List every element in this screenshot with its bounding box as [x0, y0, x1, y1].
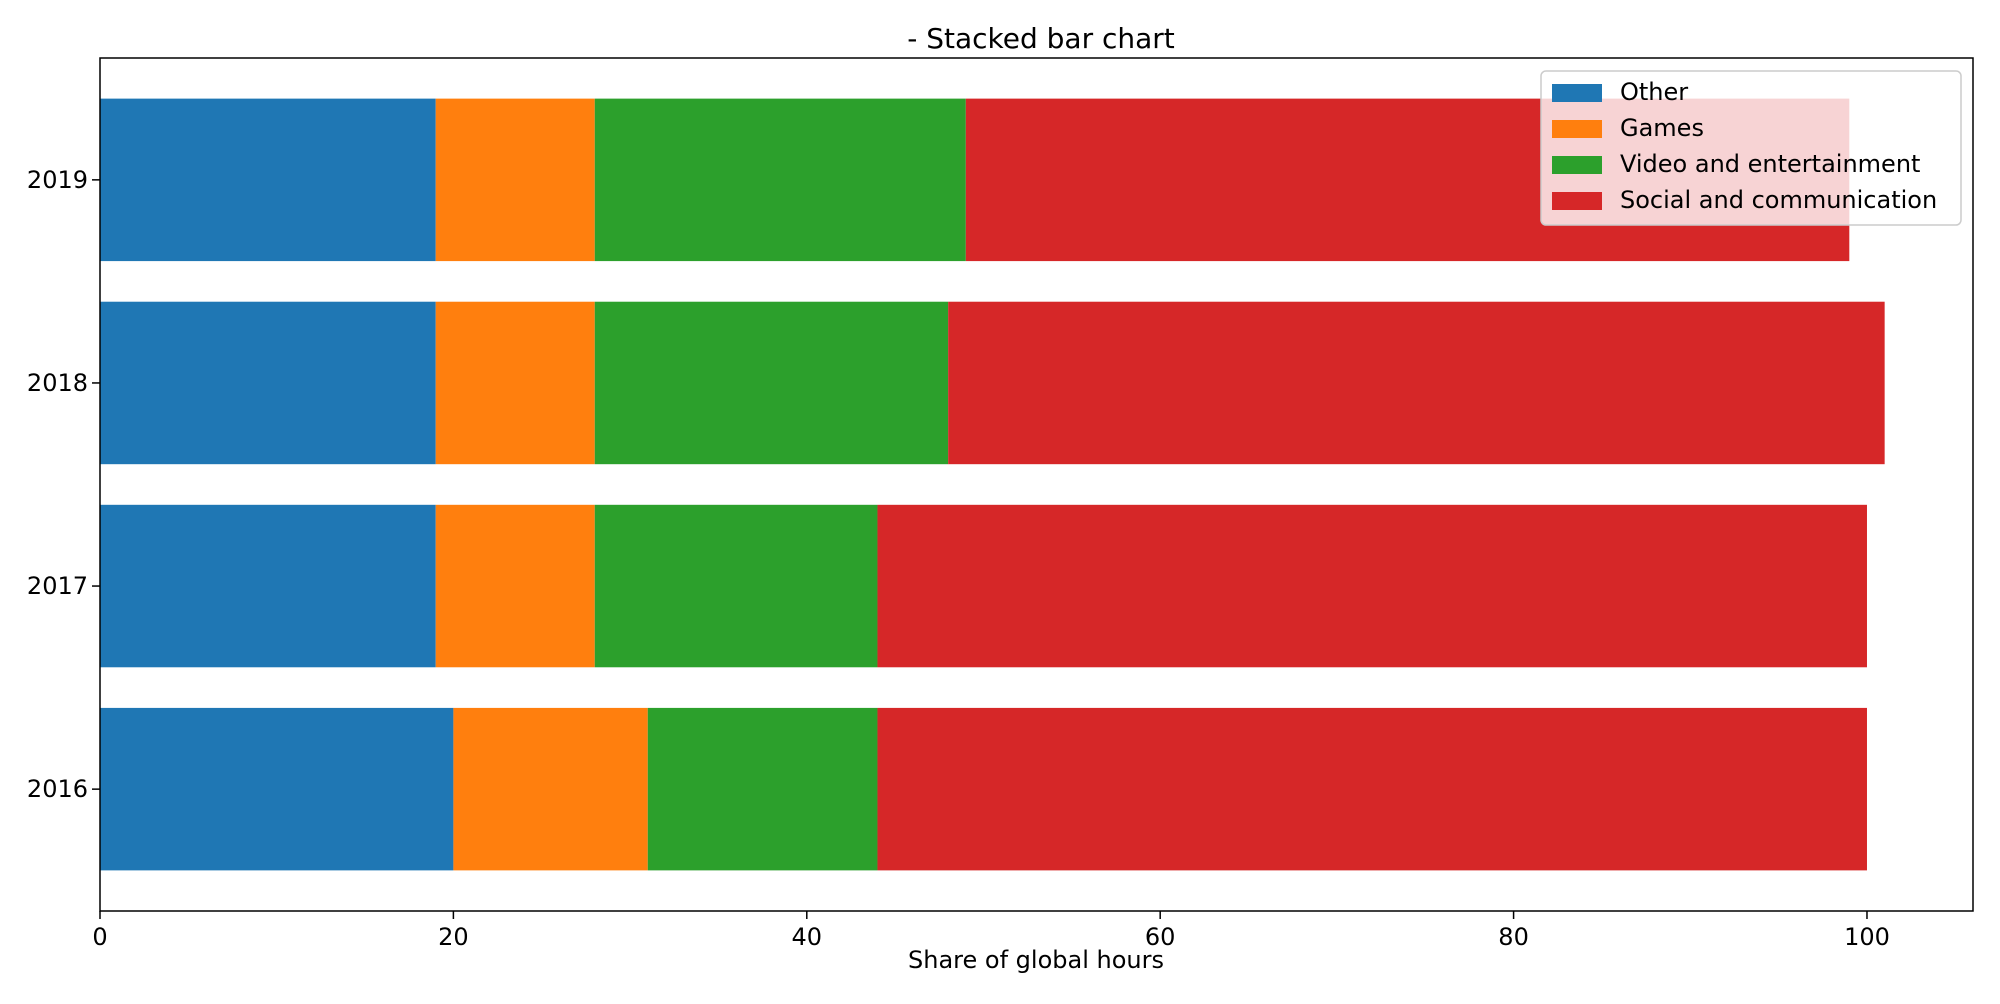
legend-label: Other: [1620, 78, 1688, 106]
legend-swatch: [1552, 156, 1602, 174]
y-tick-label: 2019: [27, 166, 88, 194]
plot-frame: [99, 57, 1974, 912]
bar-2019-games: [435, 98, 595, 262]
x-tick-label: 100: [1844, 923, 1890, 951]
bar-2017-other: [100, 504, 436, 668]
legend-label: Social and communication: [1620, 186, 1937, 214]
legend-label: Video and entertainment: [1620, 150, 1920, 178]
legend: Other Games Video and entertainment Social …: [1540, 70, 1962, 226]
bar-2017-social-and-communication: [877, 504, 1867, 668]
bar-2016-other: [100, 707, 454, 871]
x-tick-label: 40: [792, 923, 823, 951]
x-axis: 0 20 40 60 80 100: [92, 911, 1890, 951]
bar-2019-other: [100, 98, 436, 262]
chart-title: - Stacked bar chart: [907, 22, 1175, 55]
legend-swatch: [1552, 120, 1602, 138]
y-axis: 2016 2017 2018 2019: [27, 166, 100, 803]
bar-2016-video-and-entertainment: [647, 707, 878, 871]
y-tick-label: 2017: [27, 572, 88, 600]
x-axis-label: Share of global hours: [908, 946, 1164, 974]
bar-2018-other: [100, 301, 436, 465]
bar-2016-social-and-communication: [877, 707, 1867, 871]
bar-2016-games: [453, 707, 648, 871]
legend-swatch: [1552, 192, 1602, 210]
bars-layer: [100, 98, 1885, 871]
x-tick-label: 60: [1145, 923, 1176, 951]
legend-label: Games: [1620, 114, 1704, 142]
bar-2018-social-and-communication: [948, 301, 1885, 465]
bar-2017-video-and-entertainment: [594, 504, 878, 668]
y-tick-label: 2018: [27, 369, 88, 397]
y-tick-label: 2016: [27, 775, 88, 803]
x-tick-label: 80: [1498, 923, 1529, 951]
legend-swatch: [1552, 84, 1602, 102]
bar-2018-games: [435, 301, 595, 465]
bar-2017-games: [435, 504, 595, 668]
x-tick-label: 0: [92, 923, 107, 951]
legend-box: [1540, 70, 1962, 226]
bar-2018-video-and-entertainment: [594, 301, 949, 465]
x-tick-label: 20: [438, 923, 469, 951]
bar-2019-video-and-entertainment: [594, 98, 966, 262]
